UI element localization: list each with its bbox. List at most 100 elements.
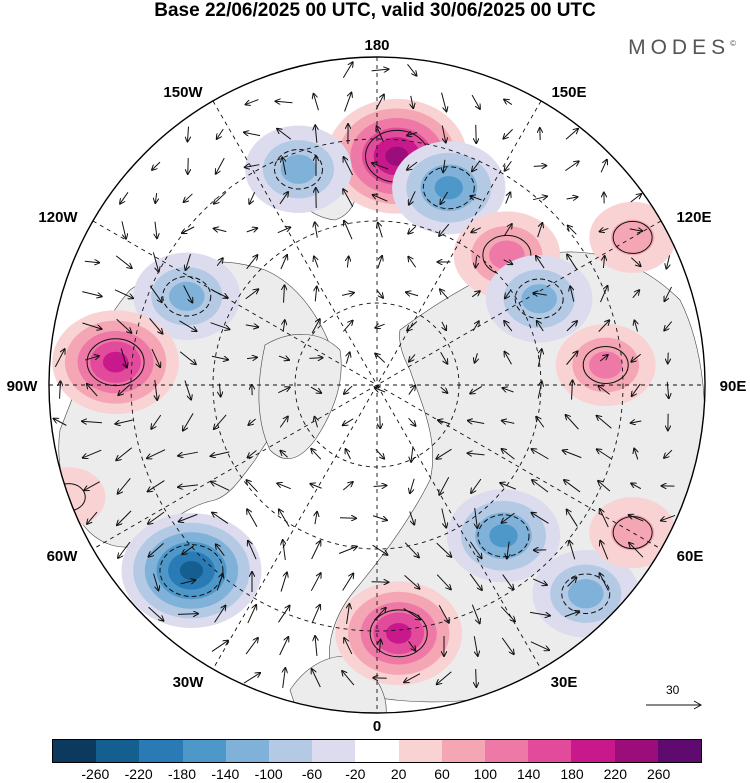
wind-arrow (407, 132, 418, 135)
wind-arrow (442, 321, 446, 330)
anomaly-contour (434, 176, 463, 200)
wind-arrow (347, 257, 348, 268)
wind-arrow (403, 608, 421, 619)
wind-arrow (664, 321, 673, 331)
wind-arrow (440, 386, 448, 393)
height-contour-line (273, 149, 323, 190)
label-120e: 120E (676, 209, 711, 226)
wind-arrow (437, 671, 452, 685)
wind-arrow (470, 196, 482, 200)
wind-arrow (211, 451, 230, 456)
wind-arrow (530, 612, 550, 615)
wind-arrow (502, 449, 515, 460)
modes-logo: MODES© (628, 36, 736, 60)
wind-arrow (377, 126, 384, 143)
wind-arrow (407, 161, 418, 170)
wind-arrow (245, 638, 258, 655)
wind-arrow (537, 382, 542, 399)
wind-arrow (277, 227, 290, 234)
wind-arrow (469, 541, 481, 559)
label-150w: 150W (163, 84, 203, 101)
anomaly-contour (386, 622, 412, 644)
wind-arrow (311, 449, 322, 460)
wind-arrow (471, 291, 480, 298)
wind-arrow (183, 413, 194, 430)
wind-arrow (210, 322, 230, 330)
wind-arrow (632, 383, 641, 396)
wind-arrow (373, 608, 386, 621)
anomaly-center (52, 310, 179, 415)
wind-arrow (280, 255, 287, 270)
wind-arrow (155, 380, 157, 400)
colorbar-tick-label: -260 (81, 766, 110, 782)
wind-arrow (408, 226, 417, 233)
anomaly-center (721, 457, 750, 517)
wind-vectors (54, 62, 676, 688)
colorbar-swatch (139, 740, 183, 762)
height-contour-line (159, 544, 224, 597)
wind-arrow (344, 221, 353, 240)
colorbar-tick-label: -140 (211, 766, 240, 782)
colorbar-tick-label: 20 (390, 766, 407, 782)
wind-arrow (533, 166, 547, 167)
wind-arrow (532, 449, 549, 460)
wind-arrow (404, 542, 419, 558)
wind-arrow (247, 509, 258, 527)
wind-arrow (247, 605, 256, 624)
wind-arrow (342, 62, 352, 78)
reference-vector-arrow (646, 700, 703, 710)
wind-arrow (504, 99, 513, 105)
colorbar-swatch (571, 740, 615, 762)
label-90e: 90E (720, 378, 747, 395)
colorbar-tick-label: -100 (254, 766, 283, 782)
wind-arrow (564, 480, 581, 493)
wind-arrow (569, 541, 576, 560)
colorbar-swatch (53, 740, 97, 762)
colorbar-swatch (398, 740, 442, 762)
wind-arrow (118, 384, 131, 395)
label-90w: 90W (7, 378, 39, 395)
anomaly-contour (168, 281, 205, 311)
wind-arrow (155, 221, 157, 239)
colorbar-tick-label: -220 (124, 766, 153, 782)
wind-arrow (277, 129, 292, 140)
wind-arrow (503, 224, 512, 237)
wind-arrow (438, 420, 451, 424)
wind-arrow (408, 417, 416, 426)
wind-arrow (82, 322, 101, 329)
wind-arrow (184, 380, 191, 399)
wind-arrow (245, 325, 258, 327)
wind-arrow (505, 289, 512, 299)
wind-arrow (600, 228, 609, 231)
wind-arrow (121, 221, 126, 238)
wind-arrow (566, 197, 578, 199)
wind-arrow (502, 421, 515, 424)
wind-arrow (600, 541, 609, 560)
wind-arrow (500, 606, 515, 622)
wind-arrow (246, 255, 258, 270)
wind-arrow (631, 353, 642, 362)
wind-arrow (343, 189, 354, 208)
wind-arrow (564, 611, 579, 618)
wind-arrow (115, 419, 133, 424)
meridian-30-210 (212, 100, 542, 670)
wind-arrow (115, 255, 132, 268)
height-contour-line (422, 166, 475, 210)
land-greenland (258, 334, 342, 459)
height-contour-line (561, 573, 611, 614)
wind-arrow (84, 356, 99, 361)
wind-arrow (315, 222, 318, 238)
colorbar-tick-label: -180 (167, 766, 197, 782)
wind-arrow (600, 509, 609, 528)
wind-arrow (440, 352, 448, 363)
colorbar-tick-label: 100 (473, 766, 498, 782)
anomaly-contour (521, 284, 557, 314)
meridian-150-330 (212, 100, 542, 670)
wind-arrow (505, 160, 512, 171)
wind-arrow (468, 421, 485, 424)
wind-arrow (315, 125, 317, 143)
wind-arrow (408, 257, 417, 268)
wind-arrow (566, 415, 579, 430)
wind-arrow (469, 573, 482, 590)
anomaly-contour (102, 351, 129, 373)
